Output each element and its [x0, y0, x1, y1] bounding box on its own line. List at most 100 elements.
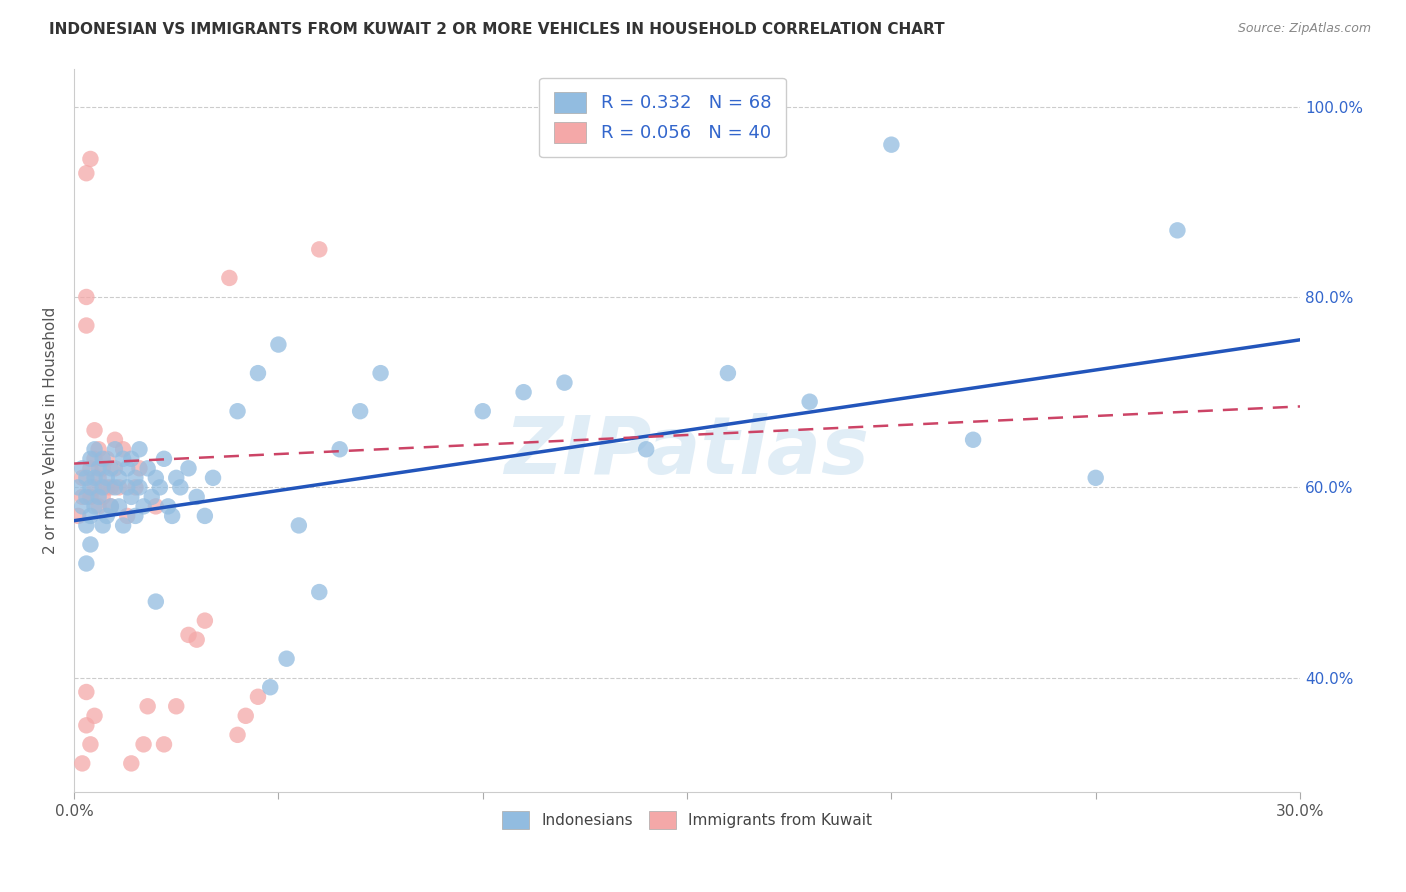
Point [72, 471, 94, 485]
Point [100, 461, 122, 475]
Point [79, 461, 101, 475]
Point [153, 451, 176, 466]
Point [370, 366, 392, 380]
Point [96, 471, 118, 485]
Point [96, 480, 118, 494]
Point [87, 442, 110, 457]
Point [75, 166, 97, 180]
Point [177, 628, 200, 642]
Point [962, 433, 984, 447]
Point [177, 461, 200, 475]
Point [308, 585, 330, 599]
Point [83, 442, 105, 457]
Point [120, 451, 142, 466]
Point [120, 756, 142, 771]
Point [799, 394, 821, 409]
Point [124, 508, 146, 523]
Point [104, 480, 127, 494]
Point [87, 490, 110, 504]
Point [79, 537, 101, 551]
Point [194, 614, 217, 628]
Point [104, 433, 127, 447]
Point [226, 404, 249, 418]
Point [112, 451, 135, 466]
Point [79, 508, 101, 523]
Point [75, 718, 97, 732]
Point [169, 480, 191, 494]
Point [79, 152, 101, 166]
Point [83, 423, 105, 437]
Point [246, 366, 269, 380]
Point [72, 500, 94, 514]
Point [100, 500, 122, 514]
Point [512, 385, 534, 400]
Point [132, 737, 155, 751]
Point [153, 737, 176, 751]
Point [717, 366, 740, 380]
Point [79, 737, 101, 751]
Point [165, 699, 187, 714]
Text: INDONESIAN VS IMMIGRANTS FROM KUWAIT 2 OR MORE VEHICLES IN HOUSEHOLD CORRELATION: INDONESIAN VS IMMIGRANTS FROM KUWAIT 2 O… [49, 22, 945, 37]
Point [136, 699, 159, 714]
Point [75, 557, 97, 571]
Point [96, 508, 118, 523]
Point [75, 471, 97, 485]
Point [218, 271, 240, 285]
Point [141, 490, 163, 504]
Point [1166, 223, 1188, 237]
Point [246, 690, 269, 704]
Point [112, 442, 135, 457]
Point [115, 508, 138, 523]
Point [91, 490, 114, 504]
Point [186, 632, 208, 647]
Point [128, 461, 150, 475]
Point [79, 451, 101, 466]
Point [235, 708, 257, 723]
Point [75, 518, 97, 533]
Point [108, 500, 131, 514]
Point [100, 480, 122, 494]
Point [83, 471, 105, 485]
Point [259, 680, 281, 694]
Point [75, 490, 97, 504]
Point [880, 137, 903, 152]
Point [96, 451, 118, 466]
Point [79, 490, 101, 504]
Legend: Indonesians, Immigrants from Kuwait: Indonesians, Immigrants from Kuwait [496, 805, 879, 835]
Text: Source: ZipAtlas.com: Source: ZipAtlas.com [1237, 22, 1371, 36]
Point [149, 480, 172, 494]
Point [128, 442, 150, 457]
Point [87, 461, 110, 475]
Point [115, 461, 138, 475]
Point [83, 500, 105, 514]
Point [83, 451, 105, 466]
Point [128, 480, 150, 494]
Point [145, 594, 167, 608]
Point [72, 756, 94, 771]
Point [160, 508, 183, 523]
Point [75, 685, 97, 699]
Point [91, 518, 114, 533]
Point [120, 490, 142, 504]
Point [165, 471, 187, 485]
Point [553, 376, 575, 390]
Point [349, 404, 371, 418]
Point [308, 243, 330, 257]
Point [79, 480, 101, 494]
Point [636, 442, 658, 457]
Y-axis label: 2 or more Vehicles in Household: 2 or more Vehicles in Household [44, 307, 58, 554]
Point [108, 480, 131, 494]
Point [329, 442, 352, 457]
Point [1084, 471, 1107, 485]
Point [186, 490, 208, 504]
Point [108, 471, 131, 485]
Point [471, 404, 494, 418]
Point [91, 461, 114, 475]
Point [100, 500, 122, 514]
Point [202, 471, 225, 485]
Point [226, 728, 249, 742]
Point [67, 508, 90, 523]
Point [267, 337, 290, 351]
Point [104, 461, 127, 475]
Point [124, 471, 146, 485]
